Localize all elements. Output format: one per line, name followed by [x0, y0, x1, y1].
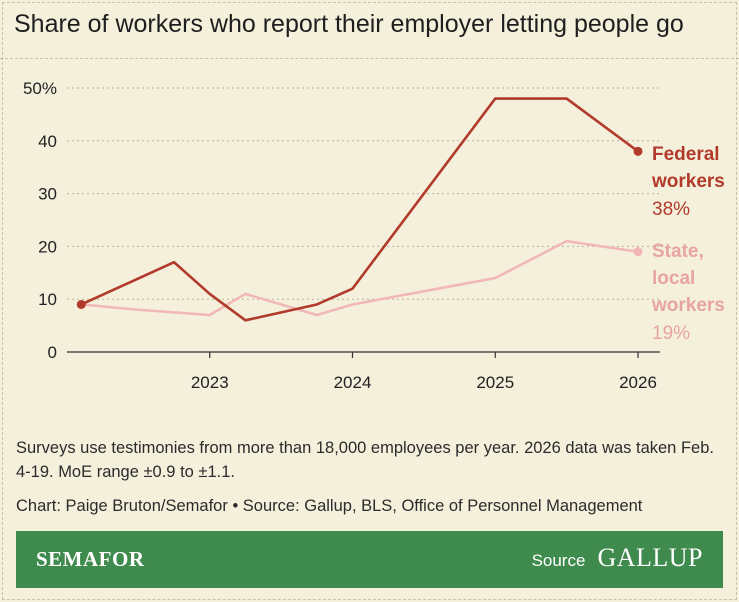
y-tick-label: 10: [38, 290, 57, 309]
x-tick-label: 2025: [476, 373, 514, 392]
federal-workers-end-point: [633, 146, 643, 156]
series-lines: [76, 97, 643, 322]
x-tick-label: 2023: [191, 373, 229, 392]
grid-lines: [67, 87, 660, 300]
gallup-logo[interactable]: GALLUP: [597, 543, 703, 572]
state-label-line: workers: [651, 295, 725, 316]
y-tick-label: 0: [48, 343, 57, 362]
y-tick-label: 20: [38, 237, 57, 256]
state-label-line: local: [652, 268, 695, 289]
state-local-workers-line: [79, 239, 640, 317]
footer-bar: SEMAFOR Source GALLUP: [16, 531, 723, 588]
series-labels: Federal workers 38% State, local workers 19%: [651, 144, 725, 344]
chart-title: Share of workers who report their employ…: [14, 10, 684, 38]
federal-workers-line: [79, 97, 640, 322]
x-tick-label: 2026: [619, 373, 657, 392]
federal-label-line: Federal: [652, 144, 720, 165]
source-logo-group: Source GALLUP: [532, 543, 703, 573]
x-tick-label: 2024: [334, 373, 372, 392]
federal-value-label: 38%: [652, 199, 690, 220]
y-tick-label: 50%: [23, 79, 57, 98]
semafor-logo[interactable]: SEMAFOR: [36, 547, 145, 571]
state-local-workers-end-point: [633, 247, 643, 257]
source-label: Source: [531, 551, 586, 570]
chart-credit: Chart: Paige Bruton/Semafor • Source: Ga…: [16, 497, 643, 515]
state-value-label: 19%: [652, 323, 690, 344]
federal-label-line: workers: [651, 171, 725, 192]
title-divider: [0, 58, 739, 59]
line-chart: 0 10 20 30 40 50% 2023 2024 2025 2026 Federal work…: [23, 79, 725, 392]
y-tick-label: 30: [38, 185, 57, 204]
federal-workers-start-point: [76, 299, 86, 309]
y-tick-label: 40: [38, 132, 57, 151]
axes: 0 10 20 30 40 50% 2023 2024 2025 2026: [23, 79, 660, 392]
chart-note: Surveys use testimonies from more than 1…: [16, 439, 714, 481]
state-label-line: State,: [652, 241, 704, 262]
